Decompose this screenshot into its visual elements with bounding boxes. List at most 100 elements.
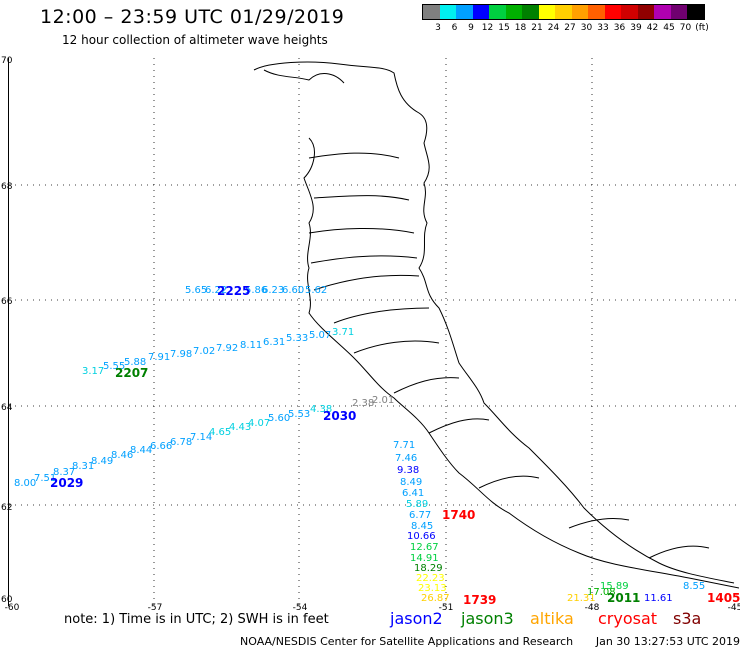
wave-height-value: 7.92 [216, 343, 239, 354]
legend-tick-label: 27 [564, 23, 576, 33]
wave-height-value: 6.31 [263, 337, 286, 348]
wave-height-value: 5.07 [309, 330, 332, 341]
wave-height-value: 14.91 [410, 553, 439, 564]
legend-swatch [555, 5, 572, 19]
latitude-label: 62 [1, 503, 13, 513]
legend-swatch [637, 5, 654, 19]
legend-swatch [538, 5, 555, 19]
wave-height-value: 18.29 [414, 563, 443, 574]
latitude-label: 64 [1, 403, 13, 413]
legend-swatch [604, 5, 621, 19]
wave-height-value: 6.77 [409, 510, 432, 521]
legend-tick-label: 12 [481, 23, 494, 33]
wave-height-value: 8.11 [240, 340, 263, 351]
wave-height-value: 9.38 [397, 465, 420, 476]
wave-height-value: 6.41 [402, 488, 425, 499]
wave-height-value: 4.43 [229, 422, 252, 433]
legend-swatch [489, 5, 506, 19]
wave-height-value: 2.38 [352, 398, 375, 409]
footer-center: NOAA/NESDIS Center for Satellite Applica… [240, 635, 574, 648]
track-time-label: 2029 [50, 476, 84, 490]
wave-height-value: 10.66 [407, 531, 436, 542]
longitude-label: -45 [727, 603, 740, 613]
wave-height-value: 3.17 [82, 366, 105, 377]
wave-height-value: 6.60 [282, 285, 305, 296]
wave-height-value: 17.08 [587, 587, 616, 598]
wave-height-value: 8.37 [53, 467, 76, 478]
footer-timestamp: Jan 30 13:27:53 UTC 2019 [595, 635, 740, 648]
wave-height-value: 7.14 [190, 432, 213, 443]
wave-height-value: 26.87 [421, 593, 450, 604]
track-time-label: 1405 [707, 591, 740, 605]
legend-tick-label: 30 [580, 23, 593, 33]
satellite-s3a: s3a [673, 609, 702, 628]
track-time-label: 2011 [607, 591, 641, 605]
wave-height-value: 3.71 [332, 327, 355, 338]
grid-lines [9, 58, 739, 606]
satellite-jason3: jason3 [461, 609, 514, 628]
wave-height-value: 5.33 [286, 333, 309, 344]
wave-height-value: 8.45 [411, 521, 434, 532]
wave-height-value: 6.23 [262, 285, 285, 296]
legend-tick-label: 42 [646, 23, 659, 33]
legend-tick-label: 33 [597, 23, 609, 33]
legend-swatch [472, 5, 489, 19]
legend-swatch [505, 5, 522, 19]
wave-height-value: 4.07 [248, 418, 271, 429]
legend-tick-label: 45 [663, 23, 675, 33]
track-time-label: 1740 [442, 508, 476, 522]
track-time-label: 1739 [463, 593, 497, 607]
legend-swatch [687, 5, 704, 19]
wave-height-value: 8.49 [91, 456, 114, 467]
longitude-label: -54 [292, 603, 308, 613]
wave-height-value: 8.00 [14, 478, 37, 489]
wave-height-value: 4.38 [310, 404, 333, 415]
legend-swatch [621, 5, 638, 19]
legend-tick-label: 6 [451, 23, 458, 33]
legend-tick-label: 21 [531, 23, 543, 33]
legend-tick-label: 9 [468, 23, 474, 33]
map-subtitle: 12 hour collection of altimeter wave hei… [62, 33, 328, 47]
wave-height-value: 8.31 [72, 461, 95, 472]
legend-swatch [588, 5, 605, 19]
footer: NOAA/NESDIS Center for Satellite Applica… [240, 635, 740, 648]
wave-height-value: 5.89 [406, 499, 429, 510]
wave-height-value: 6.78 [170, 437, 193, 448]
wave-height-value: 8.49 [400, 477, 423, 488]
legend-tick-label: (ft) [695, 23, 709, 33]
wave-height-value: 7.71 [393, 440, 416, 451]
wave-height-value: 7.91 [148, 352, 171, 363]
map-plot [8, 58, 739, 606]
wave-height-value: 23.13 [418, 583, 447, 594]
legend-tick-label: 18 [514, 23, 527, 33]
legend-tick-label: 39 [630, 23, 642, 33]
satellite-cryosat: cryosat [598, 609, 658, 628]
legend-tick-label: 3 [435, 23, 441, 33]
wave-height-value: 6.22 [205, 285, 228, 296]
longitude-label: -57 [147, 603, 163, 613]
latitude-label: 66 [1, 297, 13, 307]
wave-height-value: 6.66 [150, 441, 173, 452]
legend-tick-label: 70 [679, 23, 692, 33]
wave-height-value: 7.02 [193, 346, 216, 357]
wave-height-value: 7.46 [395, 453, 418, 464]
longitude-label: -48 [584, 603, 600, 613]
satellite-jason2: jason2 [390, 609, 443, 628]
wave-height-value: 5.65 [185, 285, 208, 296]
note-text: note: 1) Time is in UTC; 2) SWH is in fe… [64, 612, 329, 627]
satellite-altika: altika [530, 609, 574, 628]
legend-swatch [439, 5, 456, 19]
color-legend [422, 4, 705, 20]
legend-swatch [571, 5, 588, 19]
wave-height-value: 22.23 [416, 573, 445, 584]
longitude-label: -60 [4, 603, 20, 613]
legend-swatch [522, 5, 539, 19]
latitude-label: 68 [1, 182, 13, 192]
wave-height-value: 5.60 [268, 413, 291, 424]
wave-height-value: 15.89 [600, 581, 629, 592]
wave-height-value: 7.51 [34, 473, 57, 484]
legend-tick-label: 24 [547, 23, 560, 33]
wave-height-value: 8.55 [683, 581, 706, 592]
wave-height-value: 11.61 [644, 593, 673, 604]
wave-height-value: 12.67 [410, 542, 439, 553]
